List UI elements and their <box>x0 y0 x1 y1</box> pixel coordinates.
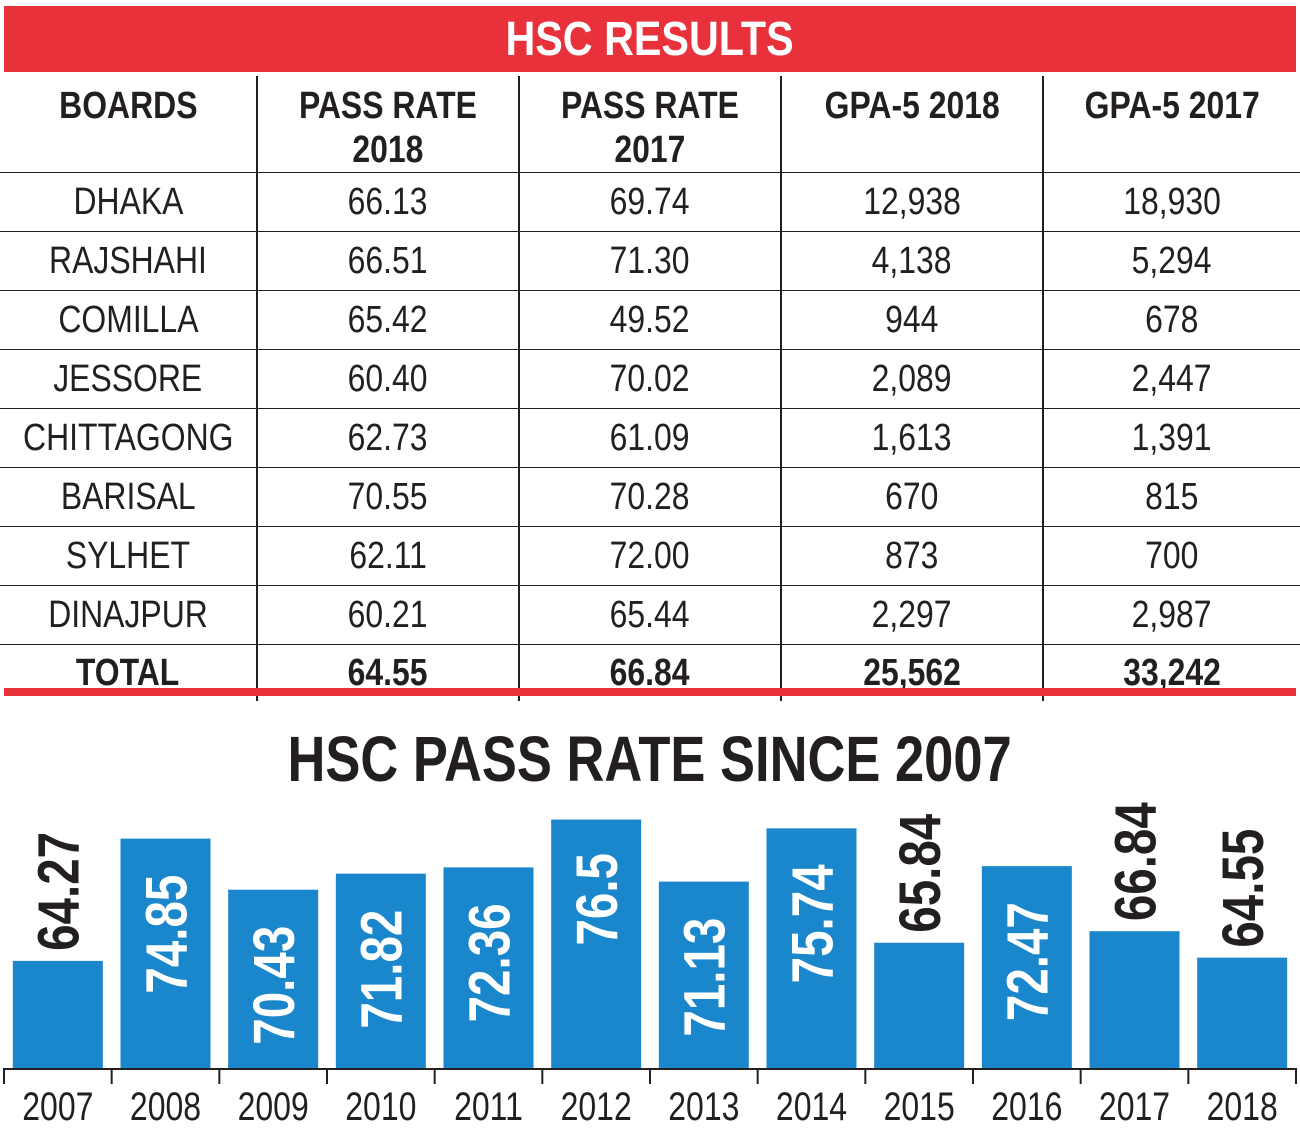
cell-board: JESSORE <box>0 349 257 409</box>
bar-2010 <box>335 873 426 1068</box>
bar-2014 <box>766 828 857 1068</box>
cell-pass-rate-2017: 70.28 <box>518 467 781 527</box>
cell-board: BARISAL <box>0 467 257 527</box>
cell-gpa5-2017: 815 <box>1042 467 1300 527</box>
cell-gpa5-2018: 2,297 <box>780 585 1043 645</box>
bar-value-label: 74.85 <box>135 875 200 994</box>
cell-pass-rate-2018: 60.21 <box>256 585 519 645</box>
bar-value-label: 66.84 <box>1104 802 1169 921</box>
cell-board: DINAJPUR <box>0 585 257 645</box>
cell-gpa5-2017: 2,987 <box>1042 585 1300 645</box>
cell-gpa5-2017: 5,294 <box>1042 231 1300 291</box>
x-tick-label: 2017 <box>1099 1084 1170 1129</box>
cell-gpa5-2018: 873 <box>780 526 1043 586</box>
cell-pass-rate-2017: 71.30 <box>518 231 781 291</box>
table-header-row: BOARDS PASS RATE 2018 PASS RATE 2017 GPA… <box>0 76 1300 173</box>
cell-gpa5-2017: 678 <box>1042 290 1300 350</box>
bar-value-label: 71.13 <box>673 918 738 1037</box>
chart-title: HSC PASS RATE SINCE 2007 <box>287 723 1013 795</box>
bar-2015 <box>874 942 965 1068</box>
cell-pass-rate-2018: 65.42 <box>256 290 519 350</box>
cell-gpa5-2017: 18,930 <box>1042 172 1300 232</box>
bar-2013 <box>658 881 749 1068</box>
cell-gpa5-2018: 1,613 <box>780 408 1043 468</box>
results-table: BOARDS PASS RATE 2018 PASS RATE 2017 GPA… <box>0 76 1300 701</box>
table-row: DHAKA 66.13 69.74 12,938 18,930 <box>0 172 1300 232</box>
pass-rate-bar-chart: 2007 64.27 2008 74.85 2009 70.43 2010 71.82 2011… <box>3 802 1297 1129</box>
bar-2018 <box>1197 957 1288 1068</box>
title-banner: HSC RESULTS <box>4 6 1296 72</box>
cell-pass-rate-2017: 65.44 <box>518 585 781 645</box>
bar-value-label: 76.5 <box>566 853 631 946</box>
x-tick-label: 2014 <box>776 1084 847 1129</box>
header-pass-rate-2017: PASS RATE 2017 <box>518 76 781 173</box>
bar-value-label: 75.74 <box>781 864 846 983</box>
bar-2011 <box>443 867 534 1068</box>
header-boards: BOARDS <box>0 76 257 173</box>
cell-board: CHITTAGONG <box>0 408 257 468</box>
cell-pass-rate-2017: 49.52 <box>518 290 781 350</box>
x-tick-label: 2007 <box>22 1084 93 1129</box>
cell-gpa5-2017: 700 <box>1042 526 1300 586</box>
cell-pass-rate-2017: 70.02 <box>518 349 781 409</box>
cell-gpa5-2017: 2,447 <box>1042 349 1300 409</box>
cell-gpa5-2018: 2,089 <box>780 349 1043 409</box>
bar-value-label: 71.82 <box>350 910 415 1029</box>
x-tick-label: 2009 <box>238 1084 309 1129</box>
header-gpa5-2018: GPA-5 2018 <box>780 76 1043 173</box>
cell-pass-rate-2018: 62.11 <box>256 526 519 586</box>
bar-value-label: 65.84 <box>889 813 954 932</box>
cell-pass-rate-2017: 69.74 <box>518 172 781 232</box>
bar-2008 <box>120 838 211 1068</box>
cell-board: RAJSHAHI <box>0 231 257 291</box>
x-tick-label: 2008 <box>130 1084 201 1129</box>
cell-board: DHAKA <box>0 172 257 232</box>
cell-gpa5-2018: 670 <box>780 467 1043 527</box>
cell-gpa5-2017: 1,391 <box>1042 408 1300 468</box>
x-tick-label: 2011 <box>454 1084 523 1129</box>
bar-value-label: 72.47 <box>996 902 1061 1021</box>
cell-pass-rate-2017: 61.09 <box>518 408 781 468</box>
table-row: RAJSHAHI 66.51 71.30 4,138 5,294 <box>0 231 1300 291</box>
table-row: SYLHET 62.11 72.00 873 700 <box>0 526 1300 586</box>
table-row: JESSORE 60.40 70.02 2,089 2,447 <box>0 349 1300 409</box>
cell-pass-rate-2018: 66.51 <box>256 231 519 291</box>
cell-gpa5-2018: 12,938 <box>780 172 1043 232</box>
bar-2017 <box>1089 931 1180 1068</box>
cell-pass-rate-2018: 62.73 <box>256 408 519 468</box>
table-row: CHITTAGONG 62.73 61.09 1,613 1,391 <box>0 408 1300 468</box>
section-divider <box>4 688 1296 696</box>
cell-board: COMILLA <box>0 290 257 350</box>
x-tick-label: 2012 <box>561 1084 632 1129</box>
cell-pass-rate-2018: 60.40 <box>256 349 519 409</box>
x-tick-label: 2015 <box>884 1084 955 1129</box>
bar-value-label: 64.27 <box>27 832 92 951</box>
bar-value-label: 72.36 <box>458 903 523 1022</box>
x-tick-label: 2018 <box>1207 1084 1278 1129</box>
x-tick-label: 2016 <box>991 1084 1062 1129</box>
cell-board: SYLHET <box>0 526 257 586</box>
bar-value-label: 70.43 <box>243 926 308 1045</box>
header-pass-rate-2018: PASS RATE 2018 <box>256 76 519 173</box>
header-gpa5-2017: GPA-5 2017 <box>1042 76 1300 173</box>
banner-title: HSC RESULTS <box>505 12 795 66</box>
x-tick-label: 2013 <box>668 1084 739 1129</box>
cell-gpa5-2018: 4,138 <box>780 231 1043 291</box>
bar-2016 <box>981 866 1072 1068</box>
cell-gpa5-2018: 944 <box>780 290 1043 350</box>
bar-2009 <box>228 889 319 1068</box>
bar-value-label: 64.55 <box>1212 829 1277 948</box>
table-row: DINAJPUR 60.21 65.44 2,297 2,987 <box>0 585 1300 645</box>
bar-2007 <box>12 960 103 1068</box>
x-tick-label: 2010 <box>345 1084 416 1129</box>
cell-pass-rate-2018: 66.13 <box>256 172 519 232</box>
cell-pass-rate-2017: 72.00 <box>518 526 781 586</box>
bar-2012 <box>551 819 642 1068</box>
table-row: BARISAL 70.55 70.28 670 815 <box>0 467 1300 527</box>
cell-pass-rate-2018: 70.55 <box>256 467 519 527</box>
table-row: COMILLA 65.42 49.52 944 678 <box>0 290 1300 350</box>
